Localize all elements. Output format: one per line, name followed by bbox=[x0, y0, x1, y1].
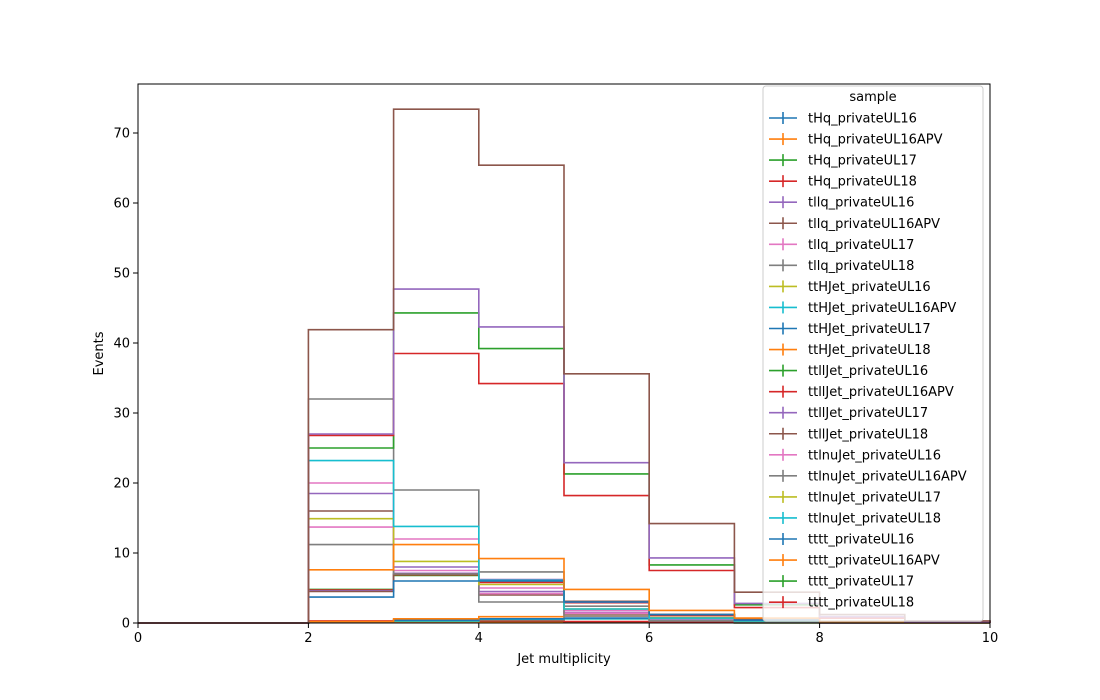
legend-label: tHq_privateUL18 bbox=[808, 175, 917, 190]
legend-entry: tllq_privateUL18 bbox=[769, 259, 914, 274]
legend-entry: ttllJet_privateUL17 bbox=[769, 406, 928, 421]
legend-entry: tHq_privateUL17 bbox=[769, 154, 917, 169]
legend-entry: ttHJet_privateUL18 bbox=[769, 343, 931, 358]
y-tick-label: 10 bbox=[113, 547, 130, 562]
y-tick-label: 30 bbox=[113, 407, 130, 422]
legend-label: ttlnuJet_privateUL16APV bbox=[808, 469, 967, 484]
legend-entry: tttt_privateUL16 bbox=[769, 533, 914, 548]
x-tick-label: 4 bbox=[475, 631, 483, 646]
legend-label: tHq_privateUL16 bbox=[808, 112, 917, 127]
legend-label: tllq_privateUL17 bbox=[808, 238, 914, 253]
legend-entry: tttt_privateUL16APV bbox=[769, 554, 940, 569]
legend-label: tHq_privateUL17 bbox=[808, 154, 917, 169]
x-axis: 0 2 4 6 8 10 bbox=[134, 623, 998, 646]
legend-entry: ttlnuJet_privateUL16 bbox=[769, 448, 941, 463]
legend-label: ttHJet_privateUL16APV bbox=[808, 301, 956, 316]
legend-box bbox=[762, 85, 984, 622]
legend-label: tHq_privateUL16APV bbox=[808, 133, 943, 148]
legend-label: ttHJet_privateUL18 bbox=[808, 343, 931, 358]
legend-label: tttt_privateUL18 bbox=[808, 596, 914, 611]
legend-entry: tllq_privateUL17 bbox=[769, 238, 914, 253]
legend-entry: tHq_privateUL16 bbox=[769, 112, 917, 127]
x-tick-label: 0 bbox=[134, 631, 142, 646]
legend-entry: ttHJet_privateUL17 bbox=[769, 322, 931, 337]
y-tick-label: 40 bbox=[113, 337, 130, 352]
x-tick-label: 6 bbox=[645, 631, 653, 646]
axes-frame bbox=[137, 83, 991, 624]
x-tick-label: 10 bbox=[982, 631, 999, 646]
x-tick-label: 8 bbox=[815, 631, 823, 646]
legend-label: tttt_privateUL17 bbox=[808, 575, 914, 590]
legend-label: ttlnuJet_privateUL18 bbox=[808, 511, 941, 526]
legend-label: tllq_privateUL16APV bbox=[808, 217, 940, 232]
legend-entry: tHq_privateUL16APV bbox=[769, 133, 943, 148]
legend-label: tttt_privateUL16 bbox=[808, 533, 914, 548]
legend-entry: ttHJet_privateUL16APV bbox=[769, 301, 956, 316]
legend-entry: ttlnuJet_privateUL18 bbox=[769, 511, 941, 526]
y-tick-label: 0 bbox=[122, 617, 130, 632]
y-tick-label: 70 bbox=[113, 127, 130, 142]
legend-entry: tttt_privateUL17 bbox=[769, 575, 914, 590]
legend-label: ttHJet_privateUL17 bbox=[808, 322, 931, 337]
y-axis-title: Events bbox=[92, 331, 107, 375]
y-tick-label: 20 bbox=[113, 477, 130, 492]
legend-label: ttllJet_privateUL18 bbox=[808, 427, 928, 442]
legend-entry: tllq_privateUL16APV bbox=[769, 217, 940, 232]
legend-title: sample bbox=[849, 90, 896, 105]
legend-label: tllq_privateUL16 bbox=[808, 196, 914, 211]
y-axis: 0 10 20 30 40 50 60 70 bbox=[113, 127, 138, 632]
legend-entry: ttllJet_privateUL18 bbox=[769, 427, 928, 442]
legend-label: ttHJet_privateUL16 bbox=[808, 280, 931, 295]
legend: sample tHq_privateUL16 tHq_privateUL16APV… bbox=[762, 85, 984, 622]
legend-label: tttt_privateUL16APV bbox=[808, 554, 940, 569]
x-tick-label: 2 bbox=[304, 631, 312, 646]
legend-entries: tHq_privateUL16 tHq_privateUL16APV tHq_pri… bbox=[769, 112, 967, 611]
legend-entry: ttlnuJet_privateUL16APV bbox=[769, 469, 967, 484]
legend-entry: ttllJet_privateUL16 bbox=[769, 364, 928, 379]
legend-label: ttllJet_privateUL16APV bbox=[808, 385, 954, 400]
legend-label: ttllJet_privateUL16 bbox=[808, 364, 928, 379]
x-axis-title: Jet multiplicity bbox=[516, 652, 611, 667]
legend-entry: tHq_privateUL18 bbox=[769, 175, 917, 190]
legend-label: ttllJet_privateUL17 bbox=[808, 406, 928, 421]
legend-label: ttlnuJet_privateUL16 bbox=[808, 448, 941, 463]
legend-label: tllq_privateUL18 bbox=[808, 259, 914, 274]
legend-entry: ttlnuJet_privateUL17 bbox=[769, 490, 941, 505]
legend-entry: ttHJet_privateUL16 bbox=[769, 280, 931, 295]
legend-entry: ttllJet_privateUL16APV bbox=[769, 385, 954, 400]
legend-entry: tttt_privateUL18 bbox=[769, 596, 914, 611]
legend-label: ttlnuJet_privateUL17 bbox=[808, 490, 941, 505]
y-tick-label: 50 bbox=[113, 267, 130, 282]
legend-entry: tllq_privateUL16 bbox=[769, 196, 914, 211]
y-tick-label: 60 bbox=[113, 197, 130, 212]
